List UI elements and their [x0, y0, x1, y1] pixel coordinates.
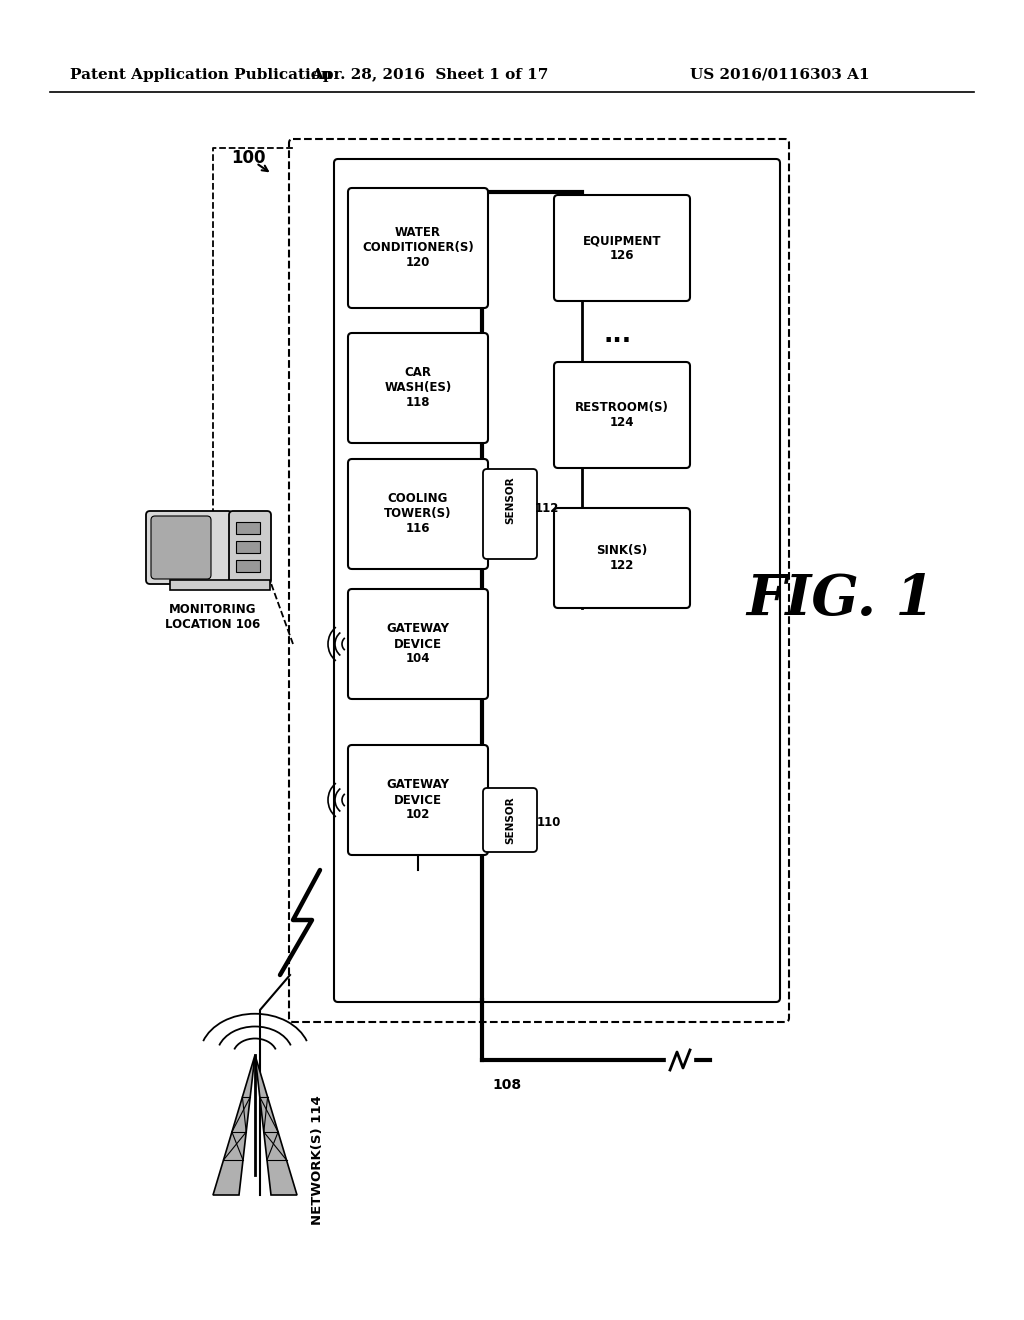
FancyBboxPatch shape [151, 516, 211, 579]
Text: Patent Application Publication: Patent Application Publication [70, 69, 332, 82]
Bar [236, 541, 260, 553]
Text: GATEWAY
DEVICE
102: GATEWAY DEVICE 102 [386, 779, 450, 821]
Text: MONITORING
LOCATION 106: MONITORING LOCATION 106 [165, 603, 261, 631]
Text: SENSOR: SENSOR [505, 796, 515, 843]
Text: 108: 108 [492, 1078, 521, 1092]
FancyBboxPatch shape [334, 158, 780, 1002]
Text: ...: ... [604, 323, 632, 347]
FancyBboxPatch shape [348, 589, 488, 700]
Text: FIG. 1: FIG. 1 [745, 573, 934, 627]
Text: RESTROOM(S)
124: RESTROOM(S) 124 [575, 401, 669, 429]
Bar [170, 579, 270, 590]
Bar [236, 521, 260, 535]
FancyBboxPatch shape [554, 195, 690, 301]
FancyBboxPatch shape [554, 362, 690, 469]
Bar [236, 560, 260, 572]
Text: 100: 100 [230, 149, 265, 168]
FancyBboxPatch shape [146, 511, 232, 583]
Text: US 2016/0116303 A1: US 2016/0116303 A1 [690, 69, 870, 82]
Polygon shape [255, 1055, 297, 1195]
FancyBboxPatch shape [229, 511, 271, 583]
Text: Apr. 28, 2016  Sheet 1 of 17: Apr. 28, 2016 Sheet 1 of 17 [311, 69, 549, 82]
Polygon shape [213, 1055, 255, 1195]
Text: SINK(S)
122: SINK(S) 122 [596, 544, 647, 572]
FancyBboxPatch shape [554, 508, 690, 609]
FancyBboxPatch shape [483, 469, 537, 558]
Text: EQUIPMENT
126: EQUIPMENT 126 [583, 234, 662, 261]
FancyBboxPatch shape [348, 744, 488, 855]
Text: GATEWAY
DEVICE
104: GATEWAY DEVICE 104 [386, 623, 450, 665]
FancyBboxPatch shape [348, 459, 488, 569]
Text: CAR
WASH(ES)
118: CAR WASH(ES) 118 [384, 367, 452, 409]
Text: WATER
CONDITIONER(S)
120: WATER CONDITIONER(S) 120 [362, 227, 474, 269]
FancyBboxPatch shape [348, 333, 488, 444]
Text: 110: 110 [537, 816, 561, 829]
FancyBboxPatch shape [348, 187, 488, 308]
Text: NETWORK(S) 114: NETWORK(S) 114 [310, 1096, 324, 1225]
Text: 112: 112 [535, 502, 559, 515]
Text: SENSOR: SENSOR [505, 477, 515, 524]
Text: COOLING
TOWER(S)
116: COOLING TOWER(S) 116 [384, 492, 452, 536]
FancyBboxPatch shape [483, 788, 537, 851]
